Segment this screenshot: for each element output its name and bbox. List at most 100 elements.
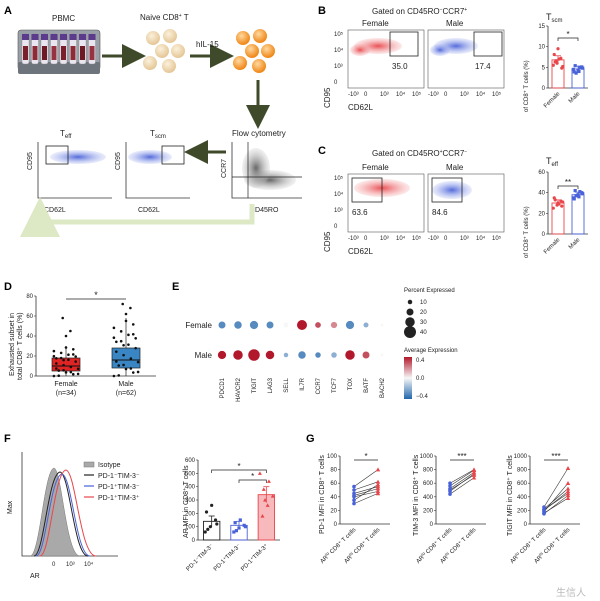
e-size-label-0: 10	[420, 300, 427, 306]
chart-b-pt-1-8	[571, 67, 575, 71]
chart-g1-pt-hi-1	[375, 489, 381, 494]
chart-f-pt-1-5	[243, 525, 248, 529]
chart-f-sig-line-0	[211, 469, 267, 473]
d-pt-0-8	[76, 367, 80, 371]
c-xtick-1-4: 10⁵	[492, 235, 502, 242]
e-dot-0-3	[266, 321, 274, 329]
f-bar-ylabel: AR MFI in CD8⁺ T cells	[182, 465, 190, 538]
chart-b-ytick-3: 15	[538, 24, 545, 30]
c-gate-title: Gated on CD45RO+CCR7−	[372, 149, 467, 158]
d-pt-1-8	[136, 360, 140, 364]
c-male-pct: 84.6	[432, 208, 448, 217]
b-bar-title: Tscm	[546, 12, 563, 24]
d-pt-1-17	[117, 374, 121, 377]
chart-f-ytick-6: 600	[185, 458, 196, 464]
chart-b-pt-0-9	[554, 59, 558, 63]
chart-g3-ytick-0: 0	[524, 522, 528, 528]
flow-cytometry-label: Flow cytometry	[232, 129, 286, 138]
chart-g3-axes	[529, 456, 580, 525]
e-colorbar	[404, 357, 412, 399]
e-size-legend: 10 20 30 40	[404, 299, 427, 338]
d-group-0: Female	[54, 381, 77, 388]
b-male-flow: 17.4	[427, 29, 505, 89]
f-hist-xlabel: AR	[30, 573, 40, 580]
f-hist-tick-1: 10³	[66, 562, 75, 568]
tscm-xaxis: CD62L	[138, 207, 160, 214]
d-pt-0-22	[52, 354, 56, 358]
chart-f-sig-1: *	[251, 472, 254, 481]
chart-c-ytick-0: 0	[542, 232, 546, 238]
chart-g1-ytick-1: 20	[330, 508, 337, 514]
chart-g3-pt-lo-4	[542, 505, 546, 509]
e-gene-10: BACH2	[380, 377, 386, 398]
f-legend: Isotype PD-1⁻TIM-3⁻ PD-1⁺TIM-3⁻ PD-1⁺TIM…	[83, 461, 140, 502]
panel-c: C Gated on CD45RO+CCR7− Female Male 63.6…	[318, 145, 588, 258]
d-pt-1-5	[134, 337, 137, 340]
b-xtick-1-0: -10³	[428, 92, 439, 98]
d-sig: *	[94, 290, 98, 300]
chart-g1-pt-hi-2	[375, 486, 381, 491]
chart-g1-pt-hi-0	[375, 482, 381, 487]
panel-label-e: E	[172, 281, 179, 293]
e-size-dot-2	[405, 317, 415, 327]
chart-f-xlabel-1: PD-1⁺TIM-3⁻	[212, 542, 242, 572]
chart-c-pt-1-5	[581, 192, 585, 196]
e-size-legend-title: Percent Expressed	[404, 288, 455, 294]
tube-cap-6	[79, 34, 86, 40]
b-bar-chart: 0 5 10 15 Female Male *	[538, 24, 588, 110]
d-pt-0-14	[55, 362, 58, 365]
chart-g3-pt-lo-6	[542, 507, 546, 512]
b-xtick-1-2: 10³	[460, 92, 469, 98]
e-dot-0-2	[249, 320, 259, 330]
chart-c-pt-1-7	[578, 190, 582, 194]
tube-cap-7	[88, 34, 96, 40]
chart-b-pt-0-0	[551, 63, 555, 67]
chart-f-ytick-4: 400	[185, 485, 196, 491]
e-gene-0: PDCD1	[220, 377, 226, 398]
chart-f-pt-2-5	[257, 471, 262, 475]
chart-b-pt-1-5	[581, 66, 585, 70]
e-dot-plot: Female Male PDCD1 HAVCR2 TIGIT LAG3 SELL IL7R CC…	[185, 320, 386, 402]
chart-f-ytick-3: 300	[185, 498, 196, 504]
chart-c-pt-1-3	[573, 189, 577, 193]
tube-cap-3	[50, 34, 58, 40]
c-ytick-3: 0	[334, 224, 338, 230]
chart-g2-axes	[435, 456, 486, 525]
d-pt-0-5	[74, 355, 77, 358]
chart-g1-ytick-5: 100	[327, 454, 338, 460]
panel-f: F Max AR 0 10³ 10⁴ Isotype PD-1⁻TIM-3⁻ P…	[4, 433, 280, 580]
d-pt-0-20	[59, 356, 63, 360]
chart-g2-ytick-1: 200	[423, 508, 434, 514]
f-hist-tick-2: 10⁴	[84, 561, 94, 568]
c-yaxis-label: CD95	[323, 231, 332, 252]
d-ytick-0: 0	[30, 374, 34, 380]
chart-g1-ytick-0: 0	[334, 522, 338, 528]
e-dot-0-9	[363, 322, 369, 328]
b-xticks: -10³ 0 10³ 10⁴ 10⁵ -10³ 0 10³ 10⁴ 10⁵	[348, 91, 502, 98]
d-outlier-0-1	[69, 329, 72, 333]
d-pt-1-3	[115, 340, 118, 344]
pbmc-label: PBMC	[52, 14, 75, 23]
chart-g2-pt-lo-4	[448, 492, 452, 496]
chart-c-ytick-1: 20	[538, 211, 545, 217]
d-pt-1-12	[122, 353, 125, 357]
chart-f-ytick-1: 100	[185, 525, 196, 531]
naive-cells-icon	[143, 29, 185, 73]
chart-g2-pair-line-5	[449, 474, 475, 491]
chart-b-ytick-1: 5	[542, 65, 546, 71]
chart-g1-pt-lo-5	[352, 501, 356, 506]
chart-g2-pair-line-1	[449, 472, 475, 489]
d-ytick-2: 40	[26, 334, 33, 340]
panel-label-c: C	[318, 145, 326, 157]
f-hist-tick-0: 0	[52, 562, 56, 568]
b-xtick-0-0: -10³	[348, 92, 359, 98]
d-n-0: (n=34)	[56, 390, 76, 397]
c-xtick-0-2: 10³	[380, 236, 389, 242]
chart-c-ytick-2: 40	[538, 191, 545, 197]
d-pt-0-21	[69, 370, 73, 374]
chart-b-sig-line-0	[557, 37, 579, 41]
chart-g3-ytick-1: 200	[517, 508, 528, 514]
chart-c-pt-1-6	[574, 194, 578, 198]
chart-g3-ytick-5: 1000	[514, 454, 528, 460]
e-size-label-3: 40	[420, 330, 427, 336]
